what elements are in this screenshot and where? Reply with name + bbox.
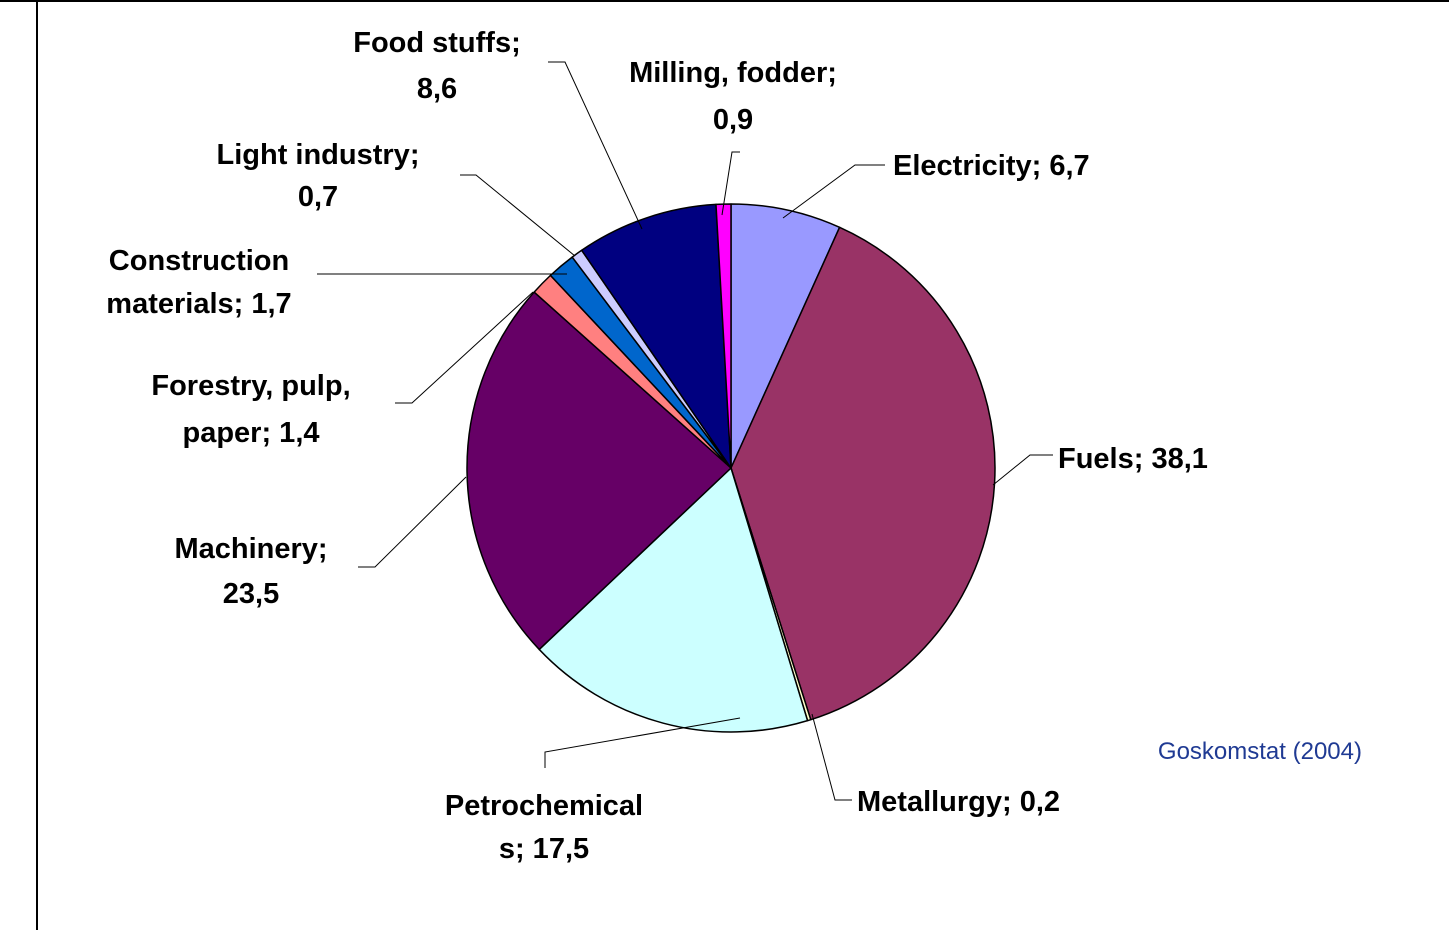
slice-label-petrochemicals-line-1: Petrochemical [445, 790, 643, 822]
slice-label-machinery-line-1: Machinery; [174, 533, 327, 565]
slice-label-petrochemicals: Petrochemical s; 17,5 [445, 790, 643, 865]
slice-label-fuels: Fuels; 38,1 [1058, 443, 1208, 475]
slice-label-machinery-line-2: 23,5 [223, 578, 279, 610]
pie-slice-electricity [730, 203, 841, 469]
pie-slice-food-stuffs [580, 203, 732, 469]
leader-line-electricity [782, 164, 885, 219]
leader-lines [317, 61, 1053, 801]
slice-label-electricity-line-1: Electricity; 6,7 [893, 150, 1090, 182]
leader-line-petrochemicals [544, 717, 741, 768]
slice-label-food-line-1: Food stuffs; [353, 27, 521, 59]
leader-line-light [460, 174, 576, 257]
leader-line-forestry [395, 291, 534, 404]
slice-label-petrochemicals-line-2: s; 17,5 [499, 833, 589, 865]
slice-labels: Electricity; 6,7 Fuels; 38,1 Metallurgy; 0… [106, 27, 1208, 865]
slice-label-electricity: Electricity; 6,7 [893, 150, 1090, 182]
leader-line-machinery [358, 476, 467, 568]
slice-label-light-line-1: Light industry; [217, 139, 420, 171]
slice-label-construction-line-2: materials; 1,7 [106, 288, 291, 320]
leader-line-milling [721, 151, 740, 216]
leader-line-food [548, 61, 643, 230]
pie-slices [466, 203, 996, 733]
slice-label-machinery: Machinery; 23,5 [174, 533, 327, 610]
slice-label-milling: Milling, fodder; 0,9 [629, 57, 837, 136]
slice-label-milling-line-2: 0,9 [713, 104, 753, 136]
slice-label-metallurgy-line-1: Metallurgy; 0,2 [857, 786, 1060, 818]
slice-label-forestry: Forestry, pulp, paper; 1,4 [151, 370, 350, 449]
slice-label-construction: Construction materials; 1,7 [106, 245, 291, 320]
pie-slice-machinery [466, 291, 732, 651]
slice-label-forestry-line-2: paper; 1,4 [183, 417, 320, 449]
slice-label-milling-line-1: Milling, fodder; [629, 57, 837, 89]
slice-label-fuels-line-1: Fuels; 38,1 [1058, 443, 1208, 475]
slice-label-construction-line-1: Construction [109, 245, 289, 277]
slice-label-food-line-2: 8,6 [417, 73, 457, 105]
slice-label-food: Food stuffs; 8,6 [353, 27, 521, 105]
leader-line-fuels [992, 454, 1053, 486]
slice-label-light: Light industry; 0,7 [217, 139, 420, 213]
leader-line-metallurgy [811, 713, 852, 801]
slice-label-light-line-2: 0,7 [298, 181, 338, 213]
slice-label-forestry-line-1: Forestry, pulp, [151, 370, 350, 402]
pie-slice-petrochemicals [538, 467, 809, 733]
source-credit: Goskomstat (2004) [1158, 738, 1362, 765]
slice-label-metallurgy: Metallurgy; 0,2 [857, 786, 1060, 818]
